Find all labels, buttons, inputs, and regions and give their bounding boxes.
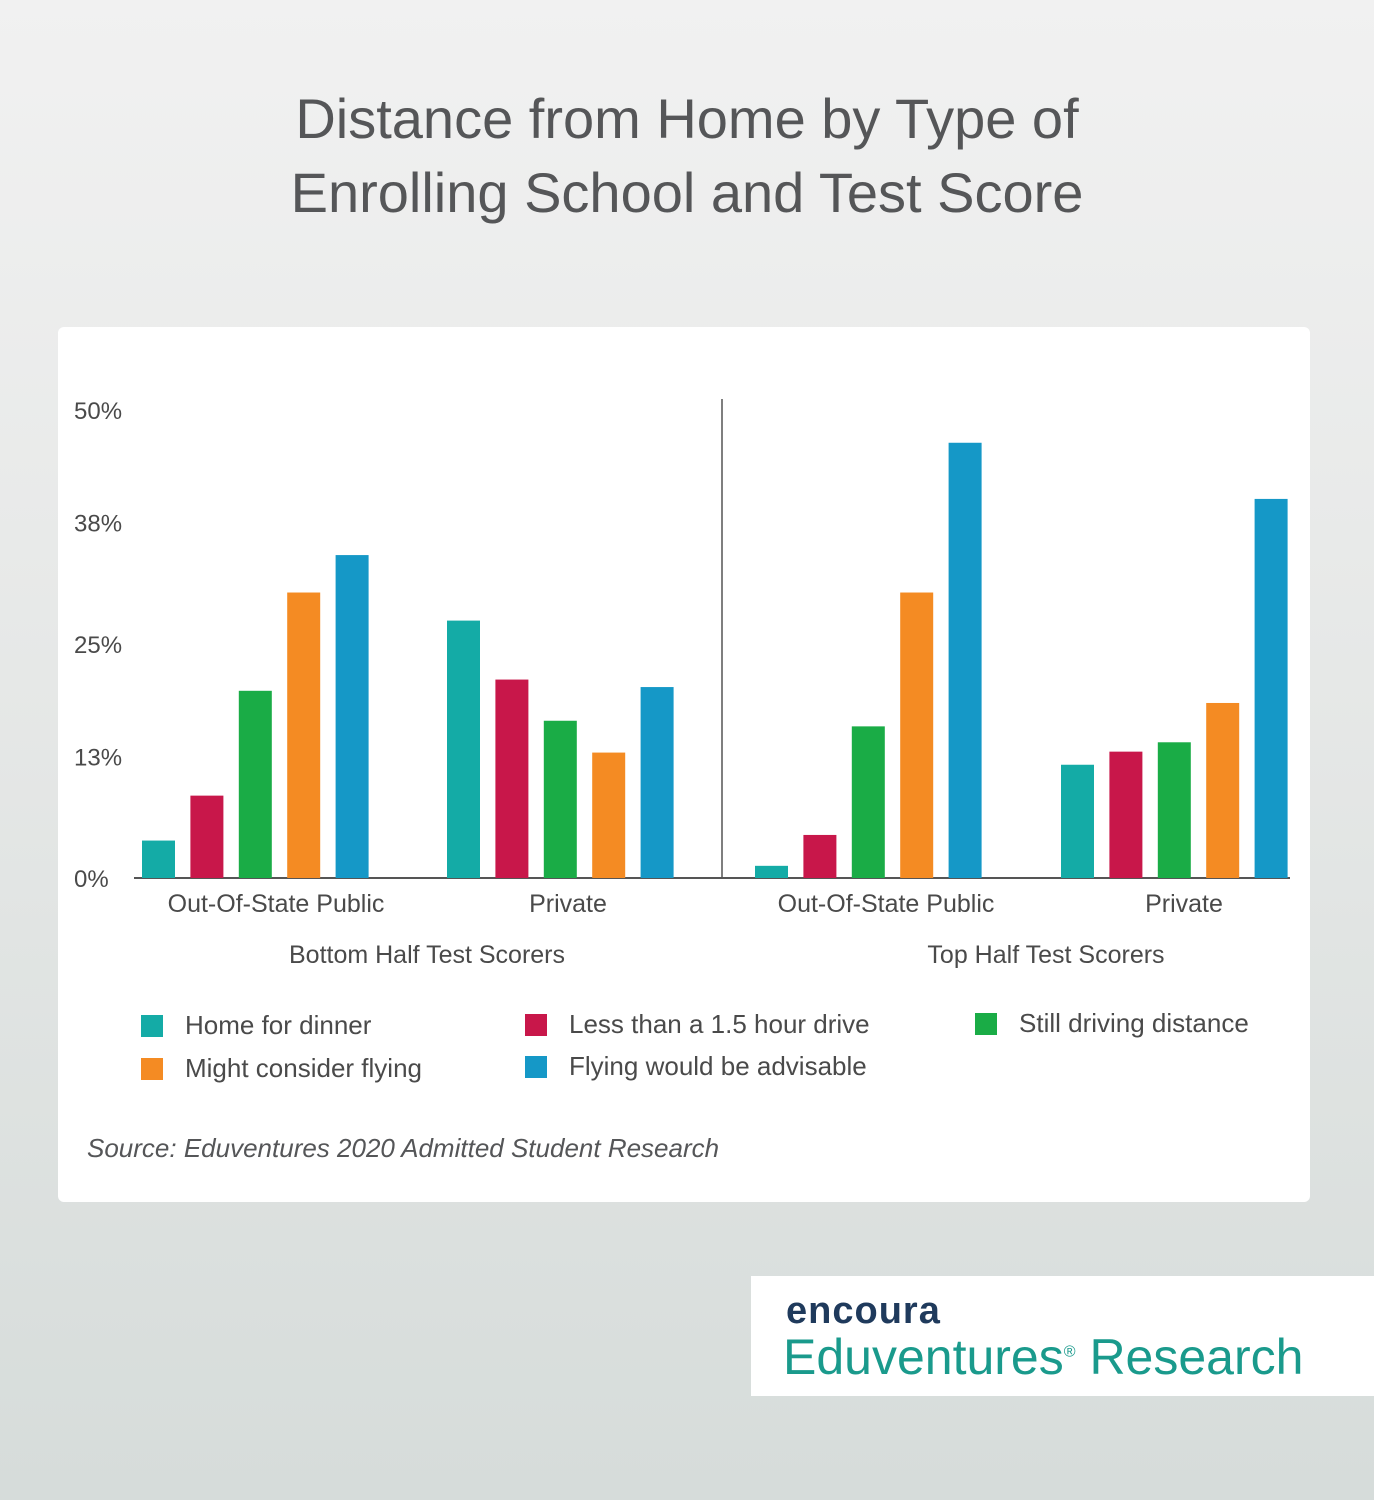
bar-chart: 0% 13% 25% 38% 50% Out-Of-State Public Private… xyxy=(74,398,1290,969)
chart-card: 0% 13% 25% 38% 50% Out-Of-State Public Private… xyxy=(58,327,1310,1202)
legend-item-home-for-dinner: Home for dinner xyxy=(141,1010,371,1041)
legend-item-flying-would-be-advisable: Flying would be advisable xyxy=(525,1051,867,1082)
legend-swatch xyxy=(141,1057,163,1080)
legend-swatch xyxy=(141,1014,163,1037)
title-line-2: Enrolling School and Test Score xyxy=(290,161,1084,224)
legend-swatch xyxy=(975,1012,997,1035)
bar xyxy=(335,555,369,878)
logo-name-main: Eduventures xyxy=(783,1329,1064,1385)
bar xyxy=(238,690,272,878)
bar xyxy=(900,592,934,878)
legend-label: Less than a 1.5 hour drive xyxy=(569,1009,870,1039)
legend-label: Flying would be advisable xyxy=(569,1051,867,1081)
x-category-label: Out-Of-State Public xyxy=(778,890,995,918)
logo: encoura Eduventures® Research xyxy=(751,1276,1374,1396)
bar xyxy=(1061,764,1094,878)
bar xyxy=(755,865,788,878)
bar xyxy=(1109,751,1143,878)
logo-name-suffix: Research xyxy=(1089,1329,1304,1385)
bar xyxy=(803,834,837,878)
logo-brand: encoura xyxy=(786,1290,941,1332)
bar xyxy=(592,752,626,878)
group-label: Bottom Half Test Scorers xyxy=(289,941,565,969)
bar xyxy=(142,840,175,878)
source-note: Source: Eduventures 2020 Admitted Studen… xyxy=(87,1133,720,1163)
y-tick-label: 13% xyxy=(74,744,122,771)
bar xyxy=(948,442,982,878)
title-line-1: Distance from Home by Type of xyxy=(295,87,1079,150)
bar xyxy=(1254,498,1288,878)
bar xyxy=(851,726,885,878)
x-category-label: Private xyxy=(1145,890,1223,918)
legend-item-less-than-1-5-hour-drive: Less than a 1.5 hour drive xyxy=(525,1009,870,1040)
bar xyxy=(543,720,577,878)
x-category-label: Private xyxy=(529,890,607,918)
bar xyxy=(495,679,529,878)
legend-swatch xyxy=(525,1055,547,1078)
y-tick-label: 0% xyxy=(74,866,109,893)
bar xyxy=(640,687,674,878)
legend-swatch xyxy=(525,1013,547,1036)
x-category-label: Out-Of-State Public xyxy=(168,890,385,918)
legend-item-still-driving-distance: Still driving distance xyxy=(975,1008,1249,1039)
legend-label: Might consider flying xyxy=(185,1053,422,1083)
legend-item-might-consider-flying: Might consider flying xyxy=(141,1053,422,1084)
y-tick-label: 25% xyxy=(74,632,122,659)
legend-label: Still driving distance xyxy=(1019,1008,1249,1038)
y-tick-label: 38% xyxy=(74,510,122,537)
bar xyxy=(287,592,321,878)
bar xyxy=(1157,742,1191,878)
group-label: Top Half Test Scorers xyxy=(927,941,1164,969)
bar xyxy=(447,620,480,878)
logo-name: Eduventures® Research xyxy=(783,1329,1304,1385)
bar xyxy=(1206,702,1240,878)
chart-title: Distance from Home by Type of Enrolling … xyxy=(0,82,1374,230)
bar xyxy=(190,795,224,878)
y-tick-label: 50% xyxy=(74,398,122,425)
legend-label: Home for dinner xyxy=(185,1010,372,1040)
